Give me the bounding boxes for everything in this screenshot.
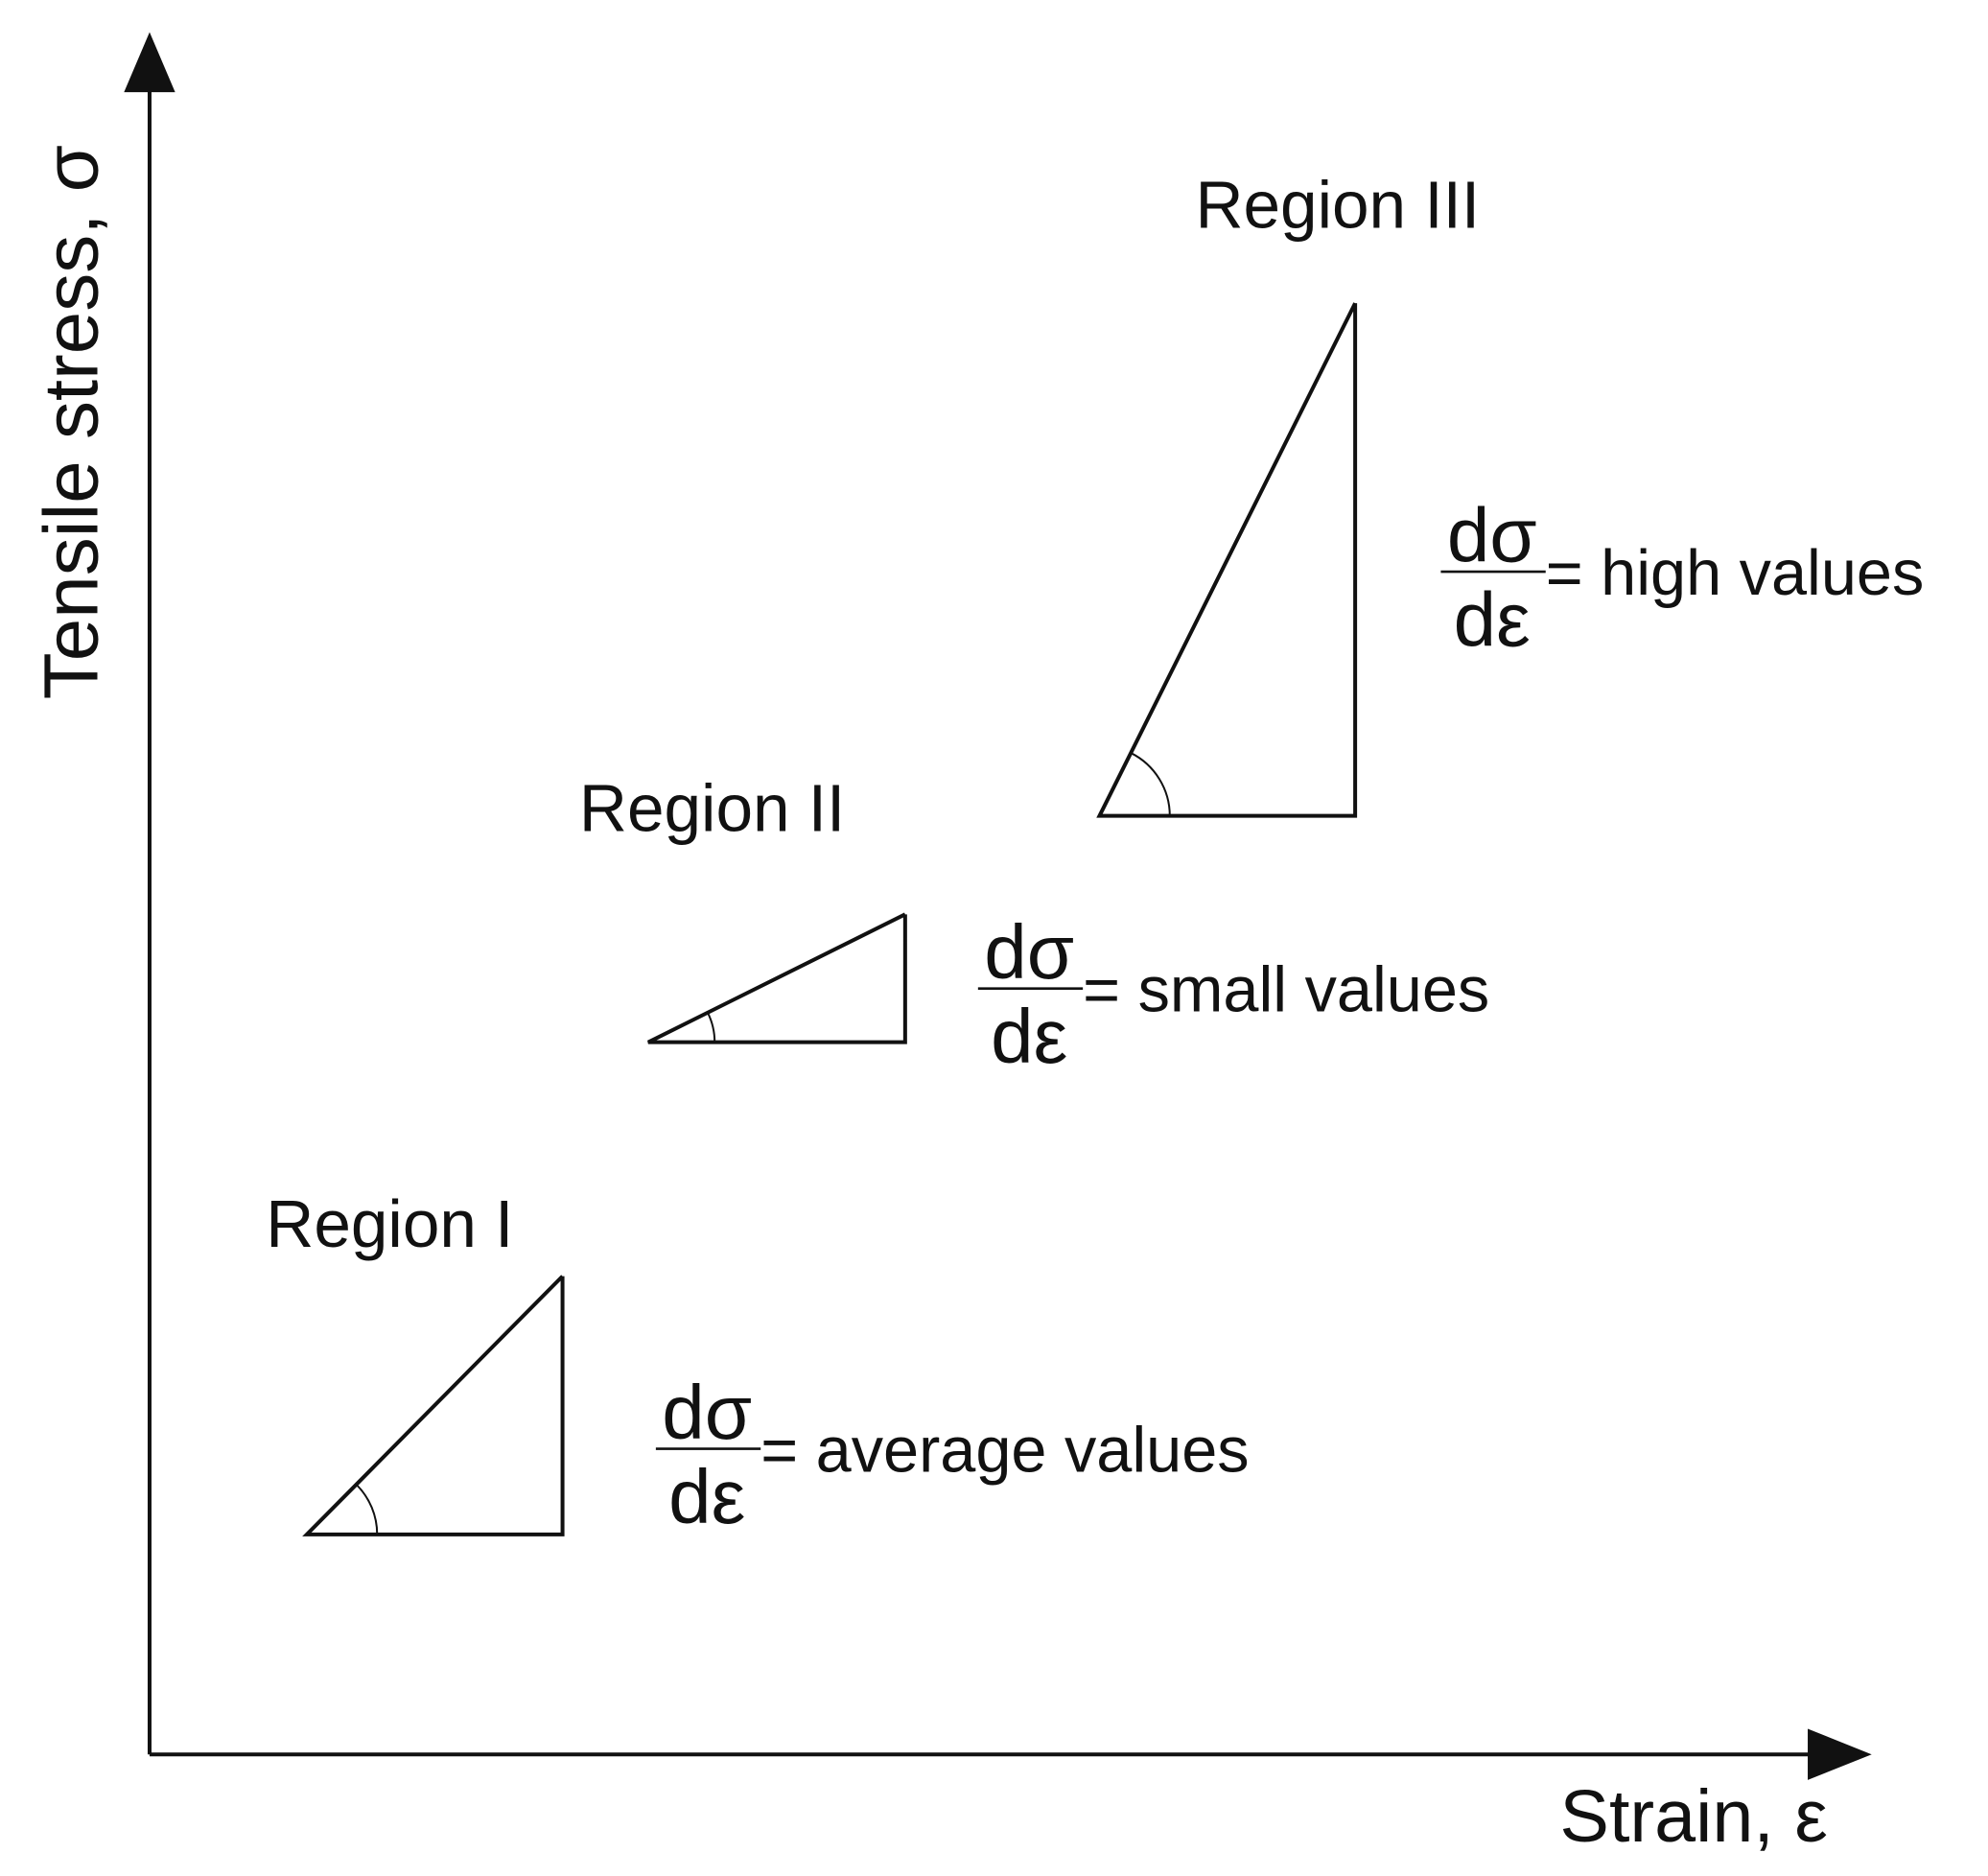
y-axis-label: Tensile stress, σ bbox=[28, 145, 113, 699]
triangle bbox=[647, 912, 907, 1044]
fraction-denominator: dε bbox=[668, 1454, 745, 1539]
region-label: Region III bbox=[1195, 167, 1480, 242]
angle-arc bbox=[355, 1484, 379, 1535]
fraction-numerator: dσ bbox=[662, 1370, 752, 1455]
y-axis-arrow bbox=[124, 32, 175, 93]
x-axis-arrow bbox=[1808, 1728, 1872, 1780]
x-axis-label: Strain, ε bbox=[1559, 1775, 1827, 1858]
fraction-denominator: dε bbox=[991, 994, 1067, 1079]
angle-arc bbox=[707, 1012, 716, 1043]
triangle bbox=[1096, 302, 1358, 818]
fraction-numerator: dσ bbox=[984, 909, 1074, 995]
description: = small values bbox=[1083, 955, 1489, 1026]
angle-arc bbox=[1130, 752, 1171, 816]
fraction-numerator: dσ bbox=[1447, 492, 1537, 577]
triangle bbox=[302, 1275, 565, 1536]
fraction-denominator: dε bbox=[1454, 576, 1531, 662]
description: = high values bbox=[1546, 538, 1925, 609]
description: = average values bbox=[760, 1416, 1249, 1487]
region-label: Region II bbox=[579, 771, 845, 846]
region-label: Region I bbox=[266, 1186, 513, 1261]
